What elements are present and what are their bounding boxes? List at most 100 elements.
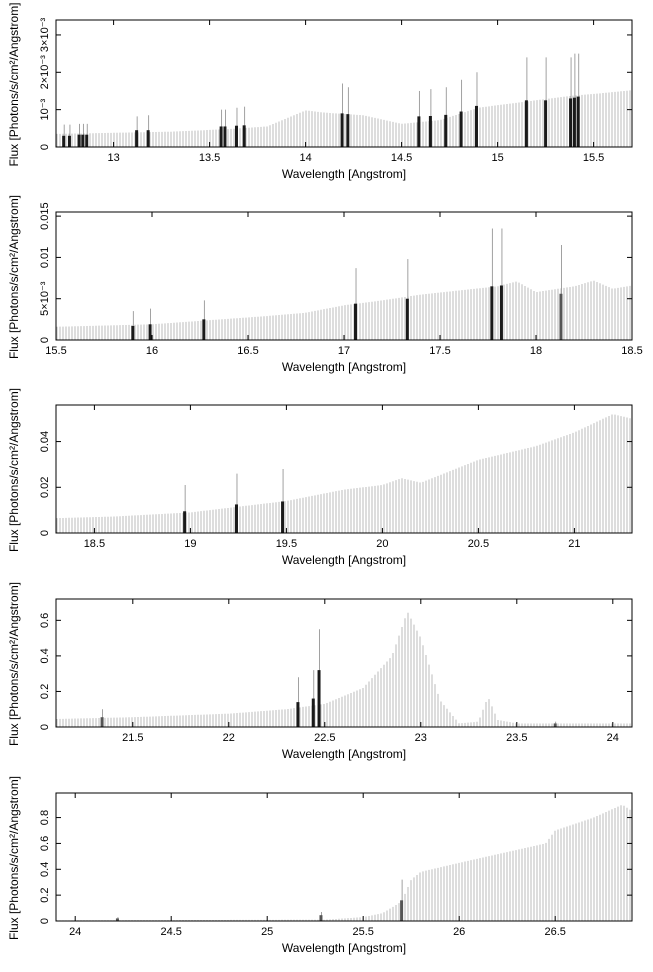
emission-line-bar xyxy=(85,134,89,147)
emission-line-bar xyxy=(146,130,150,147)
emission-line-bar xyxy=(490,286,494,340)
y-tick-label: 10⁻³ xyxy=(39,98,51,120)
plot-frame xyxy=(55,792,633,922)
x-axis-label: Wavelength [Angstrom] xyxy=(282,941,406,955)
x-tick-label: 18.5 xyxy=(84,538,105,550)
x-tick-label: 21 xyxy=(568,538,580,550)
emission-line-bar xyxy=(234,504,238,533)
emission-line-bar xyxy=(234,125,238,147)
emission-line-bar xyxy=(428,115,432,147)
emission-line-bar xyxy=(317,670,321,727)
plot-frame xyxy=(55,404,633,534)
emission-line-bar xyxy=(148,324,152,340)
emission-line-bar xyxy=(544,100,548,147)
emission-line-bar xyxy=(499,285,503,340)
x-tick-label: 15.5 xyxy=(583,152,604,164)
chart-panel-2: 15.5 16 16.5 17 17.5 18 18.5 0 5×10⁻³ 0.01 0.015 Wa… xyxy=(7,195,643,374)
y-tick-label: 0.02 xyxy=(39,477,51,498)
y-axis-label: Flux [Photons/s/cm²/Angstrom] xyxy=(7,2,21,166)
x-tick-label: 20 xyxy=(376,538,388,550)
emission-line-bar xyxy=(281,501,285,533)
x-tick-label: 26.5 xyxy=(544,926,565,938)
emission-line-bar xyxy=(183,511,187,533)
emission-line-bar xyxy=(569,98,573,147)
x-tick-label: 26 xyxy=(453,926,465,938)
y-tick-label: 0.04 xyxy=(39,431,51,452)
y-tick-label: 2×10⁻³ xyxy=(39,55,51,90)
y-tick-label: 0.4 xyxy=(39,648,51,663)
emission-line-bar xyxy=(553,723,557,727)
emission-line-bar xyxy=(100,717,104,727)
continuum-series xyxy=(56,612,631,727)
x-tick-label: 18.5 xyxy=(621,345,642,357)
x-tick-label: 25.5 xyxy=(352,926,373,938)
y-axis-label: Flux [Photons/s/cm²/Angstrom] xyxy=(7,388,21,552)
chart-panel-1: 13 13.5 14 14.5 15 15.5 0 10⁻³ 2×10⁻³ 3×10⁻³ Wavel… xyxy=(7,2,633,181)
emission-line-bar xyxy=(459,111,463,147)
x-tick-label: 20.5 xyxy=(468,538,489,550)
y-tick-label: 0.8 xyxy=(39,810,51,825)
emission-line-bar xyxy=(354,303,358,340)
emission-line-bar xyxy=(67,135,71,147)
emission-line-bar xyxy=(559,293,563,340)
x-tick-label: 15.5 xyxy=(45,345,66,357)
continuum-series xyxy=(56,805,631,921)
y-tick-label: 3×10⁻³ xyxy=(39,17,51,52)
x-axis-label: Wavelength [Angstrom] xyxy=(282,747,406,761)
continuum-series xyxy=(56,280,631,340)
emission-line-bar xyxy=(242,125,246,147)
emission-line-bar xyxy=(219,126,223,147)
x-tick-label: 15 xyxy=(491,152,503,164)
y-tick-label: 0.015 xyxy=(39,202,51,230)
continuum-series xyxy=(56,90,631,147)
y-tick-label: 0.6 xyxy=(39,613,51,628)
x-tick-label: 22.5 xyxy=(314,732,335,744)
chart-panel-3: 18.5 19 19.5 20 20.5 21 0 0.02 0.04 Wavelength [A… xyxy=(7,388,633,567)
plot-frame xyxy=(55,598,633,728)
emission-line-bar xyxy=(131,325,135,340)
y-axis-label: Flux [Photons/s/cm²/Angstrom] xyxy=(7,582,21,746)
y-tick-label: 0.6 xyxy=(39,836,51,851)
x-tick-label: 24 xyxy=(607,732,619,744)
x-axis-label: Wavelength [Angstrom] xyxy=(282,553,406,567)
y-tick-label: 0 xyxy=(39,918,51,924)
emission-line-bar xyxy=(576,96,580,147)
emission-line-bar xyxy=(81,134,85,147)
plot-frame xyxy=(55,19,633,148)
emission-line-bar xyxy=(444,114,448,147)
emission-line-bar xyxy=(77,134,81,147)
x-axis-label: Wavelength [Angstrom] xyxy=(282,360,406,374)
y-tick-label: 5×10⁻³ xyxy=(39,281,51,316)
x-tick-label: 14.5 xyxy=(391,152,412,164)
emission-line-bar xyxy=(135,130,139,147)
emission-line-bar xyxy=(346,114,350,147)
emission-line-bar xyxy=(62,135,66,147)
y-tick-label: 0 xyxy=(39,724,51,730)
y-axis-label: Flux [Photons/s/cm²/Angstrom] xyxy=(7,195,21,359)
y-axis-label: Flux [Photons/s/cm²/Angstrom] xyxy=(7,776,21,940)
emission-line-bar xyxy=(405,298,409,340)
y-tick-label: 0.4 xyxy=(39,862,51,877)
x-tick-label: 19 xyxy=(184,538,196,550)
y-tick-label: 0 xyxy=(39,144,51,150)
x-tick-label: 22 xyxy=(223,732,235,744)
emission-line-bar xyxy=(524,100,528,147)
emission-line-bar xyxy=(319,915,323,921)
x-tick-label: 14 xyxy=(299,152,311,164)
x-tick-label: 21.5 xyxy=(122,732,143,744)
x-axis-label: Wavelength [Angstrom] xyxy=(282,167,406,181)
x-tick-label: 19.5 xyxy=(276,538,297,550)
x-tick-label: 25 xyxy=(261,926,273,938)
x-tick-label: 18 xyxy=(530,345,542,357)
y-tick-label: 0.2 xyxy=(39,887,51,902)
emission-line-bar xyxy=(223,126,227,147)
x-tick-label: 24.5 xyxy=(160,926,181,938)
continuum-series xyxy=(56,414,631,533)
emission-line-bar xyxy=(400,900,404,921)
emission-line-bar xyxy=(474,105,478,147)
y-tick-label: 0.01 xyxy=(39,247,51,268)
emission-line-bar xyxy=(202,319,206,340)
x-tick-label: 24 xyxy=(69,926,81,938)
x-tick-label: 17.5 xyxy=(429,345,450,357)
